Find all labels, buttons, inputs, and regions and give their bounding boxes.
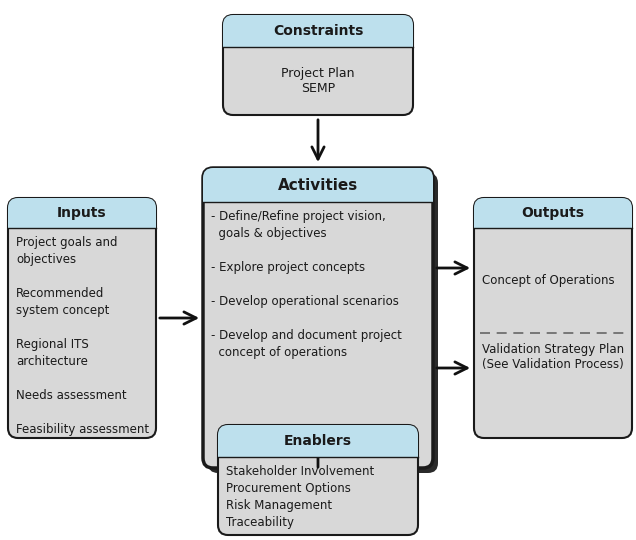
FancyBboxPatch shape [223,15,413,115]
Text: Project goals and
objectives

Recommended
system concept

Regional ITS
architect: Project goals and objectives Recommended… [16,236,149,436]
Text: - Define/Refine project vision,
  goals & objectives

- Explore project concepts: - Define/Refine project vision, goals & … [211,210,402,359]
Bar [203,178,433,202]
Text: Inputs: Inputs [57,206,107,220]
Bar [218,435,418,457]
FancyBboxPatch shape [474,198,632,438]
Bar [474,208,632,228]
FancyBboxPatch shape [218,425,418,535]
FancyBboxPatch shape [474,198,632,228]
Text: Stakeholder Involvement
Procurement Options
Risk Management
Traceability: Stakeholder Involvement Procurement Opti… [226,465,374,529]
Text: Validation Strategy Plan
(See Validation Process): Validation Strategy Plan (See Validation… [482,343,624,371]
Bar [8,208,156,228]
Text: Constraints: Constraints [273,24,363,38]
Text: Enablers: Enablers [284,434,352,448]
Text: Project Plan
SEMP: Project Plan SEMP [281,67,355,95]
FancyBboxPatch shape [8,198,156,228]
FancyBboxPatch shape [223,15,413,47]
FancyBboxPatch shape [8,198,156,438]
Text: Activities: Activities [278,178,358,192]
FancyBboxPatch shape [218,425,418,457]
FancyBboxPatch shape [203,168,433,202]
Text: Outputs: Outputs [522,206,584,220]
Text: Concept of Operations: Concept of Operations [482,274,614,287]
FancyBboxPatch shape [208,173,438,473]
FancyBboxPatch shape [203,168,433,468]
Bar [223,25,413,47]
